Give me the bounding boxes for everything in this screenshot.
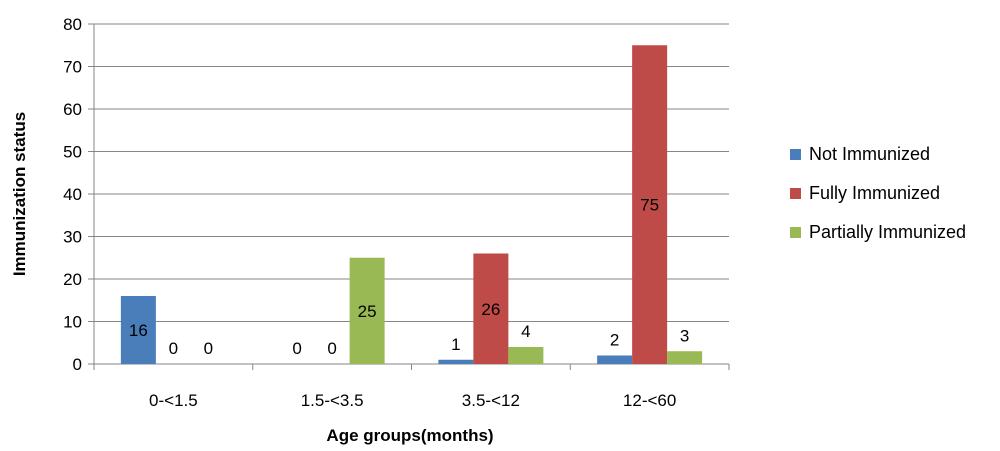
y-tick-label: 10	[63, 313, 82, 332]
data-label: 25	[358, 302, 377, 321]
x-tick-label: 12-<60	[623, 391, 676, 410]
y-tick-label: 80	[63, 15, 82, 34]
legend-label: Partially Immunized	[809, 222, 966, 242]
data-label: 1	[451, 335, 460, 354]
x-tick-label: 1.5-<3.5	[301, 391, 364, 410]
y-tick-label: 30	[63, 228, 82, 247]
data-label: 3	[680, 326, 689, 345]
x-axis-title: Age groups(months)	[326, 426, 493, 445]
y-tick-label: 60	[63, 100, 82, 119]
y-tick-label: 40	[63, 185, 82, 204]
y-axis-title: Immunization status	[10, 112, 29, 276]
data-label: 26	[481, 300, 500, 319]
bar	[632, 45, 668, 364]
data-label: 0	[327, 339, 336, 358]
data-label: 2	[610, 331, 619, 350]
bars	[120, 45, 703, 364]
data-label: 0	[292, 339, 301, 358]
y-tick-label: 20	[63, 270, 82, 289]
bar	[473, 253, 509, 364]
data-labels: 16 0 1 2 0 0 26 75 0 25 4 3	[129, 196, 689, 358]
data-label: 0	[204, 339, 213, 358]
bar	[349, 257, 385, 364]
legend-label: Fully Immunized	[809, 183, 940, 203]
x-tick-label: 3.5-<12	[462, 391, 520, 410]
legend-swatch	[790, 149, 801, 160]
x-tick-label: 0-<1.5	[149, 391, 198, 410]
legend: Not Immunized Fully Immunized Partially Im…	[790, 144, 966, 242]
bar	[438, 359, 474, 364]
legend-swatch	[790, 227, 801, 238]
bar	[508, 347, 544, 364]
y-tick-label: 70	[63, 58, 82, 77]
y-tick-label: 0	[73, 355, 82, 374]
bar	[597, 355, 633, 364]
legend-swatch	[790, 188, 801, 199]
y-tick-label: 50	[63, 143, 82, 162]
data-label: 4	[521, 322, 530, 341]
data-label: 0	[169, 339, 178, 358]
bar	[667, 351, 703, 364]
data-label: 16	[129, 321, 148, 340]
bar	[120, 296, 156, 364]
gridlines	[94, 23, 729, 322]
data-label: 75	[640, 196, 659, 215]
legend-label: Not Immunized	[809, 144, 930, 164]
